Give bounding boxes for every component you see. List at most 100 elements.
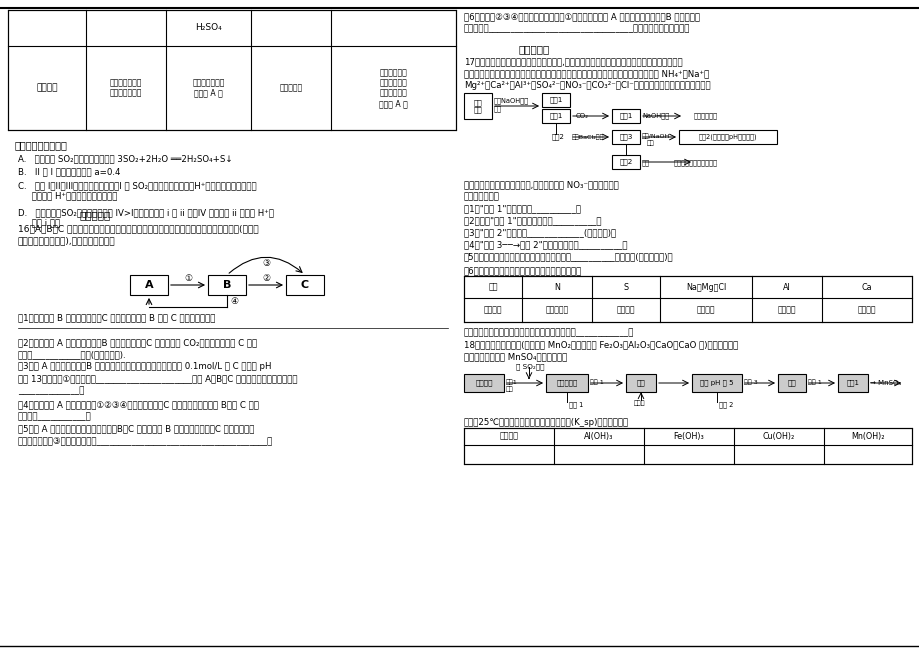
Text: 污染主体: 污染主体 xyxy=(483,305,502,314)
Text: （2）生成"沉淀 1"的离子方程式为__________。: （2）生成"沉淀 1"的离子方程式为__________。 xyxy=(463,216,601,225)
Text: 区大气颗粒物经采样与必要的预处理后得试样溶液，经离子色谱检验确定含有以下离子 NH₄⁺、Na⁺、: 区大气颗粒物经采样与必要的预处理后得试样溶液，经离子色谱检验确定含有以下离子 N… xyxy=(463,69,709,78)
Text: 净化: 净化 xyxy=(787,380,796,386)
Text: 17．水溶性离子是大气颗粒物的主要成分,研究其化学组成对于治理大气污染有重大意义。某地: 17．水溶性离子是大气颗粒物的主要成分,研究其化学组成对于治理大气污染有重大意义… xyxy=(463,57,682,66)
Text: 调节 pH 为 5: 调节 pH 为 5 xyxy=(699,380,733,386)
Text: 已知：25℃时，部分氢氧化物的溶度积常数(K_sp)如下表所示：: 已知：25℃时，部分氢氧化物的溶度积常数(K_sp)如下表所示： xyxy=(463,418,629,427)
Text: 已知：在加热与强碱性条件下,铝单质可以将 NO₃⁻还原为氨气。: 已知：在加热与强碱性条件下,铝单质可以将 NO₃⁻还原为氨气。 xyxy=(463,180,618,189)
Bar xyxy=(611,109,640,123)
Bar xyxy=(286,275,323,295)
Bar xyxy=(611,155,640,169)
Text: 操作1: 操作1 xyxy=(845,380,858,386)
Text: 机动车尾气: 机动车尾气 xyxy=(545,305,568,314)
Text: 可以用___________来除(写一种即可).: 可以用___________来除(写一种即可). xyxy=(18,350,127,359)
Text: 16．A、B、C 三种不同的物质中均含有同一种元素，它们之间存在如图所示的转化关系(部分反: 16．A、B、C 三种不同的物质中均含有同一种元素，它们之间存在如图所示的转化关… xyxy=(18,224,258,233)
Text: A.   水溶液中 SO₂歧化反应方程式为 3SO₂+2H₂O ══2H₂SO₄+S↓: A. 水溶液中 SO₂歧化反应方程式为 3SO₂+2H₂O ══2H₂SO₄+S… xyxy=(18,154,233,163)
Text: 沉淀2: 沉淀2 xyxy=(618,159,632,165)
Bar xyxy=(130,275,168,295)
Text: 建筑粉尘: 建筑粉尘 xyxy=(857,305,875,314)
Text: Mg²⁺、Ca²⁺、Al³⁺、SO₄²⁻、NO₃⁻、CO₃²⁻、Cl⁻。某同学对其再进行如下的实验：: Mg²⁺、Ca²⁺、Al³⁺、SO₄²⁻、NO₃⁻、CO₃²⁻、Cl⁻。某同学对… xyxy=(463,81,709,90)
Text: 盐酸: 盐酸 xyxy=(641,159,650,165)
Text: 无明显现象: 无明显现象 xyxy=(279,83,302,92)
Text: 元素: 元素 xyxy=(488,283,497,292)
Bar xyxy=(545,374,587,392)
Text: A: A xyxy=(144,280,153,290)
Text: Ca: Ca xyxy=(861,283,871,292)
Text: 应物及生成物已略去),请回答下列问题：: 应物及生成物已略去),请回答下列问题： xyxy=(18,236,116,245)
Bar xyxy=(463,276,911,322)
Text: B: B xyxy=(222,280,231,290)
Text: 三、综合题: 三、综合题 xyxy=(518,44,550,54)
Text: ①: ① xyxy=(184,274,192,283)
Text: 滤液 1: 滤液 1 xyxy=(807,379,821,385)
Text: 当 SO₂烟气: 当 SO₂烟气 xyxy=(516,363,544,370)
Text: 滤液 3: 滤液 3 xyxy=(743,379,757,385)
Text: H₂SO₄: H₂SO₄ xyxy=(195,23,221,33)
Text: 性，请写出反应③的离子方程式：_______________________________________。: 性，请写出反应③的离子方程式：_________________________… xyxy=(18,436,273,445)
Text: ②: ② xyxy=(262,274,270,283)
Text: 含锰废料: 含锰废料 xyxy=(475,380,493,386)
Text: NaOH溶液: NaOH溶液 xyxy=(641,112,668,118)
Text: 氧化: 氧化 xyxy=(636,380,644,386)
Text: Al: Al xyxy=(782,283,790,292)
Bar xyxy=(625,374,655,392)
Text: ______________。: ______________。 xyxy=(18,386,85,395)
Text: 海盐离子: 海盐离子 xyxy=(696,305,714,314)
Bar xyxy=(8,10,456,130)
Text: Cu(OH)₂: Cu(OH)₂ xyxy=(762,432,794,441)
Text: 氢氧化物: 氢氧化物 xyxy=(499,432,518,441)
Text: Na、Mg、Cl: Na、Mg、Cl xyxy=(686,283,725,292)
Text: 土壤扬尘: 土壤扬尘 xyxy=(777,305,795,314)
Text: 铝容/NaOH: 铝容/NaOH xyxy=(641,133,670,139)
Text: 加热: 加热 xyxy=(494,105,502,111)
Text: （5）若 A 是第三周期某金属的氧化物，B、C 均为正盐且 B 的水溶液呈酸性，C 的水溶液呈碱: （5）若 A 是第三周期某金属的氧化物，B、C 均为正盐且 B 的水溶液呈酸性，… xyxy=(18,424,254,433)
Text: 沉淀1: 沉淀1 xyxy=(618,113,632,119)
Bar xyxy=(678,130,777,144)
Text: 下列说法不正确的是: 下列说法不正确的是 xyxy=(15,140,68,150)
Text: C: C xyxy=(301,280,309,290)
Text: 溶液由棕褐色
很快褐色，变
成黄色，出现
浑浊较 A 快: 溶液由棕褐色 很快褐色，变 成黄色，出现 浑浊较 A 快 xyxy=(379,68,407,108)
Text: C.   比较 I、II、III，可得出的结论是：I 是 SO₂歧化反应的催化剂，H⁺单独存在时不具有催化
     作用，但 H⁺可以加快歧化反应速率: C. 比较 I、II、III，可得出的结论是：I 是 SO₂歧化反应的催化剂，H… xyxy=(18,181,256,201)
Text: 酸化、溶溶: 酸化、溶溶 xyxy=(556,380,577,386)
Bar xyxy=(611,130,640,144)
Bar xyxy=(541,109,570,123)
Bar xyxy=(463,374,504,392)
Text: 实验现象: 实验现象 xyxy=(36,83,58,92)
Text: 滤液 1: 滤液 1 xyxy=(589,379,603,385)
Bar xyxy=(777,374,805,392)
Text: ③: ③ xyxy=(262,258,270,268)
Text: 沉淀部分溶解并产生气体: 沉淀部分溶解并产生气体 xyxy=(674,159,717,165)
Text: 根据实验结果可判断该地区大气颗粒物污染主体有____________。: 根据实验结果可判断该地区大气颗粒物污染主体有____________。 xyxy=(463,328,634,337)
Text: 滤液1: 滤液1 xyxy=(505,379,517,385)
Text: CO₂: CO₂ xyxy=(575,113,588,119)
Text: 气体2(使湿润的pH试纸变蓝): 气体2(使湿润的pH试纸变蓝) xyxy=(698,133,756,141)
Text: 沉淀 2: 沉淀 2 xyxy=(719,401,732,408)
Text: 值为 13，则反应①的方程式为______________________检验 A、B、C 中共有的金属离子的方法是: 值为 13，则反应①的方程式为______________________检验 … xyxy=(18,374,297,383)
Bar xyxy=(208,275,245,295)
Bar xyxy=(463,428,911,464)
Bar xyxy=(691,374,742,392)
Text: （3）若 A 为碱性氧化物，B 为工业制玻璃的主要原料之一，常温时 0.1mol/L 的 C 溶液的 pH: （3）若 A 为碱性氧化物，B 为工业制玻璃的主要原料之一，常温时 0.1mol… xyxy=(18,362,271,371)
Text: 回答下列问题：: 回答下列问题： xyxy=(463,192,499,201)
Text: （3）"沉淀 2"的成分是_____________(填化学式)。: （3）"沉淀 2"的成分是_____________(填化学式)。 xyxy=(463,228,616,237)
Text: Al(OH)₃: Al(OH)₃ xyxy=(584,432,613,441)
Text: Fe(OH)₃: Fe(OH)₃ xyxy=(673,432,704,441)
Text: 沉淀完全溶解: 沉淀完全溶解 xyxy=(693,112,717,118)
Text: 试样
溶液: 试样 溶液 xyxy=(473,99,482,113)
Text: 是量BaCl₂溶液: 是量BaCl₂溶液 xyxy=(572,134,604,139)
Text: （6）已知大气颗粒物中各元素的污染主体如下表：: （6）已知大气颗粒物中各元素的污染主体如下表： xyxy=(463,266,582,275)
Bar xyxy=(463,93,492,119)
Text: B.   II 是 I 的对比实验，则 a=0.4: B. II 是 I 的对比实验，则 a=0.4 xyxy=(18,167,120,176)
Text: 溶液变黄，出现
浑浊较 A 快: 溶液变黄，出现 浑浊较 A 快 xyxy=(192,78,224,98)
Text: 检验方法为_________________________________。（写出具体操作过程）: 检验方法为_________________________________。（… xyxy=(463,24,689,33)
Text: 滤液1: 滤液1 xyxy=(549,113,562,119)
Text: N: N xyxy=(553,283,560,292)
Text: （1）若常温时 B 为红棕色气体，C 为无色气体，则 B 生成 C 的化学方程式：: （1）若常温时 B 为红棕色气体，C 为无色气体，则 B 生成 C 的化学方程式… xyxy=(18,313,215,322)
Text: 过量NaOH溶液: 过量NaOH溶液 xyxy=(494,97,528,104)
Text: 加热: 加热 xyxy=(646,140,654,146)
Bar xyxy=(541,93,570,107)
Text: 子式为：___________。: 子式为：___________。 xyxy=(18,412,92,421)
Text: 硫酸: 硫酸 xyxy=(505,386,513,392)
Text: S: S xyxy=(623,283,628,292)
Text: 二、推断题: 二、推断题 xyxy=(80,210,111,220)
Text: 溶液变黄，一段
时间后出现浑浊: 溶液变黄，一段 时间后出现浑浊 xyxy=(109,78,142,98)
